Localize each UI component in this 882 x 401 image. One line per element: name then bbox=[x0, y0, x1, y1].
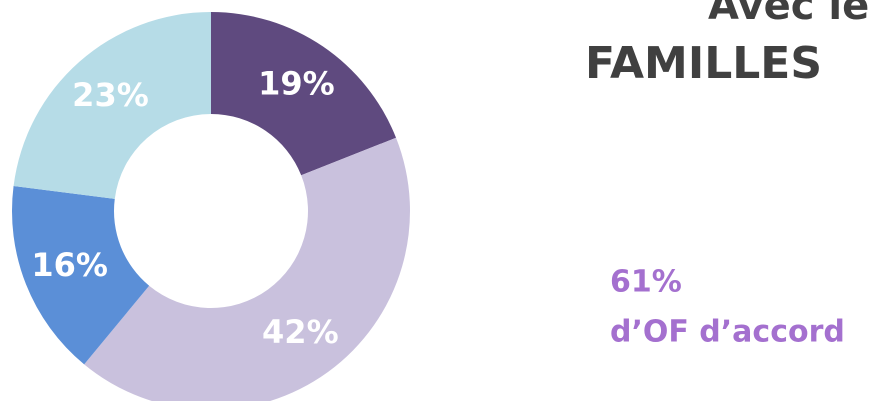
annotation: d’OF d’accord bbox=[610, 315, 845, 350]
data-label: 19% bbox=[258, 64, 335, 102]
chart-subtitle: FAMILLES bbox=[585, 38, 822, 89]
data-label: 16% bbox=[31, 246, 108, 284]
data-label: 42% bbox=[262, 313, 339, 351]
data-label: 23% bbox=[72, 76, 149, 114]
pie-slice bbox=[84, 137, 410, 401]
chart-title: Avec le bbox=[708, 0, 869, 29]
annotation: 61% bbox=[610, 265, 682, 300]
pie-slice bbox=[13, 12, 212, 199]
pie-slice bbox=[11, 186, 150, 365]
pie-slice bbox=[211, 12, 397, 176]
